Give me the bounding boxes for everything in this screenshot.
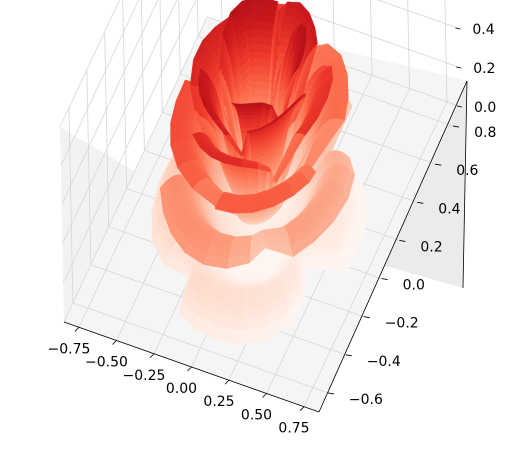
surface-patch: [255, 36, 265, 45]
surface-patch: [203, 254, 229, 269]
surface-patch: [240, 162, 258, 169]
z-tick: [456, 105, 463, 108]
x-tick: [262, 393, 267, 398]
surface-patch: [184, 121, 189, 142]
surface-patch: [255, 73, 264, 83]
rose-surface: [151, 0, 368, 345]
y-tick-label: −0.6: [349, 392, 383, 408]
z-gridline: [62, 0, 462, 284]
surface-patch: [255, 58, 264, 68]
x-tick: [299, 406, 305, 411]
surface-patch: [342, 73, 349, 98]
z-tick: [455, 27, 461, 30]
surface-patch: [252, 110, 262, 115]
z-tick: [456, 66, 462, 69]
y-tick: [345, 354, 352, 357]
z-tick-label: 0.4: [472, 22, 494, 38]
surface-patch: [180, 120, 185, 141]
surface-patch: [237, 114, 246, 120]
surface-patch: [252, 118, 261, 124]
z-gridline: [60, 0, 140, 167]
surface-patch: [252, 114, 262, 119]
z-tick-label: 0.0: [474, 100, 496, 116]
x-tick-label: 0.25: [203, 394, 234, 410]
y-tick: [435, 163, 442, 166]
surface-patch: [253, 199, 275, 213]
y-tick: [452, 125, 460, 128]
z-gridline: [63, 16, 463, 323]
x-tick-label: 0.00: [166, 381, 197, 397]
surface-patch: [337, 74, 344, 98]
surface-patch: [254, 13, 266, 23]
y-tick: [363, 316, 370, 319]
z-gridline: [61, 0, 159, 206]
x-tick-label: −0.50: [85, 355, 128, 371]
x-tick: [74, 327, 80, 332]
surface-patch: [256, 88, 264, 97]
x-tick-label: −0.75: [48, 341, 91, 357]
surface-patch: [255, 80, 264, 90]
surface-patch: [255, 66, 264, 75]
surface-patch: [291, 232, 315, 257]
x-tick-label: 0.50: [241, 408, 272, 424]
z-tick-label: 0.2: [473, 61, 495, 77]
y-tick-label: −0.4: [367, 354, 401, 370]
surface-patch: [255, 51, 264, 60]
surface-patch: [170, 120, 176, 146]
surface-patch: [239, 123, 247, 129]
z-axis-line: [462, 80, 468, 289]
surface-patch: [233, 205, 254, 214]
x-tick: [112, 340, 117, 345]
surface-patch: [253, 122, 261, 128]
surface-patch: [245, 122, 254, 129]
surface-patch: [333, 76, 339, 100]
surface-patch: [240, 326, 267, 345]
axis-tick-labels: −0.75−0.50−0.250.00 0.25 0.50 0.75 −0.6 −0.4 −…: [48, 22, 497, 437]
y-tick-label: 0.6: [456, 163, 478, 179]
surface-patch: [250, 102, 263, 105]
x-tick: [149, 353, 155, 359]
x-tick: [187, 366, 192, 372]
surface-patch: [187, 123, 192, 144]
y-tick: [381, 278, 388, 280]
surface-patch: [240, 127, 248, 134]
surface-patch: [238, 118, 247, 124]
z-gridline: [62, 0, 461, 245]
surface-patch: [254, 5, 267, 15]
surface-patch: [254, 20, 266, 30]
z-gridline: [59, 0, 120, 128]
y-tick-label: 0.2: [420, 239, 442, 255]
y-tick: [417, 201, 424, 204]
x-tick-label: 0.75: [278, 421, 309, 437]
surface-patch: [252, 107, 262, 112]
y-tick-label: 0.0: [403, 278, 425, 294]
y-tick-label: −0.2: [385, 316, 419, 332]
axis-ticks: [74, 27, 463, 411]
surface-patch: [255, 43, 265, 53]
surface-patch: [175, 120, 181, 143]
x-tick: [224, 379, 230, 385]
y-tick: [399, 240, 406, 242]
y-tick-label: 0.8: [474, 125, 496, 141]
surface-patch: [278, 38, 290, 47]
y-tick-label: 0.4: [438, 201, 460, 217]
y-tick: [327, 392, 335, 395]
x-tick-label: −0.25: [123, 368, 166, 384]
y-axis-line: [318, 80, 468, 413]
surface-patch: [279, 30, 291, 39]
surface-patch: [255, 28, 265, 38]
surface-patch: [246, 128, 261, 134]
